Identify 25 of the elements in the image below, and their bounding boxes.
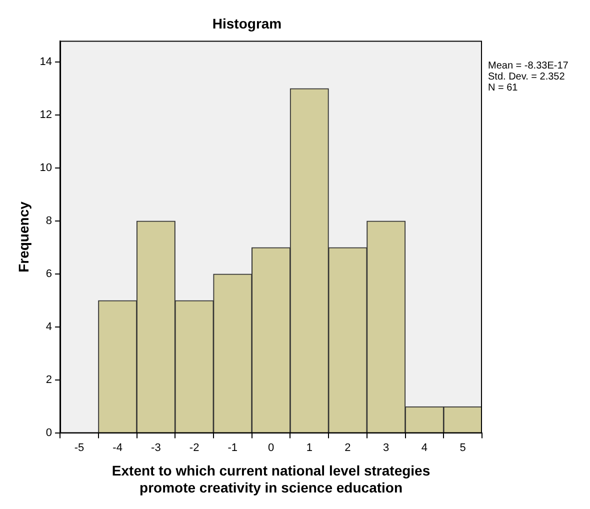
x-tick-label: 4 [421, 442, 428, 454]
x-tick-label: 1 [306, 442, 312, 454]
x-tick-label: 3 [383, 442, 390, 454]
x-tick-label: -2 [189, 442, 200, 454]
y-tick-label: 4 [46, 321, 52, 334]
y-tick-label: 6 [46, 268, 52, 280]
x-tick-label: -4 [112, 442, 122, 454]
text: N = 61 [488, 82, 518, 94]
x-tick-label: 0 [268, 442, 274, 454]
y-tick-label: 12 [40, 109, 52, 122]
chart-title: Histogram [212, 15, 282, 32]
x-tick-label: -3 [151, 442, 161, 454]
x-tick-label: 2 [344, 442, 351, 454]
x-tick-label: -1 [228, 442, 238, 454]
y-tick-label: 2 [46, 374, 52, 386]
y-axis-title: Frequency [15, 201, 32, 272]
x-tick-label: 5 [460, 442, 466, 454]
text: Std. Dev. = 2.352 [488, 72, 566, 83]
y-tick-label: 8 [46, 215, 52, 228]
y-tick-label: 10 [40, 162, 52, 174]
x-axis-title: Extent to which current national level strategies promote creativity in science education [112, 462, 430, 496]
y-tick-label: 0 [46, 427, 52, 440]
y-tick-label: 14 [40, 56, 52, 68]
x-tick-label: -5 [74, 442, 84, 454]
text: Mean = -8.33E-17 [488, 60, 569, 72]
